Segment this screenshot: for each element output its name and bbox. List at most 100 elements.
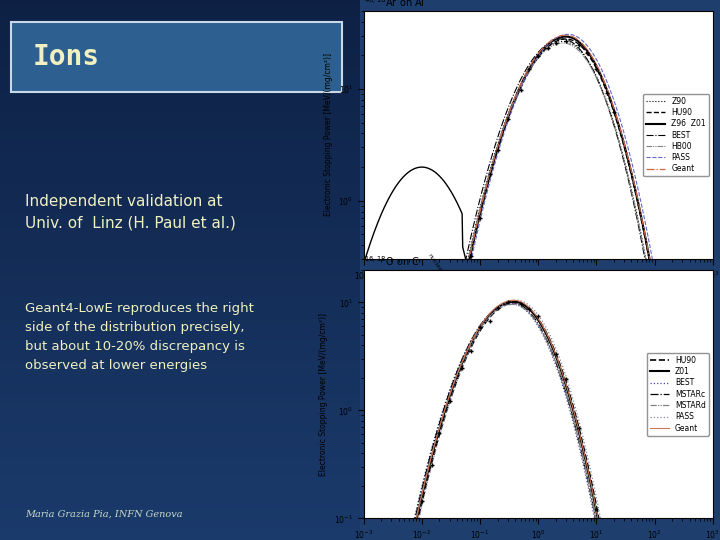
X-axis label: Energy per Nucleon [MeV]: Energy per Nucleon [MeV] (482, 288, 594, 296)
Bar (0, 189, 360, 194)
Bar (0, 49, 360, 54)
Bar (0, 265, 360, 270)
Bar (0, 130, 360, 135)
Bar (0, 302, 360, 308)
Bar (0, 421, 360, 427)
Bar (0, 194, 360, 200)
Bar (0, 475, 360, 481)
Text: Independent validation at
Univ. of  Linz (H. Paul et al.): Independent validation at Univ. of Linz … (25, 194, 236, 231)
Bar (0, 119, 360, 124)
Bar (0, 157, 360, 162)
Bar (0, 243, 360, 248)
Bar (0, 5, 360, 11)
Bar (0, 400, 360, 405)
Legend: HU90, Z01, BEST, MSTARc, MSTARd, PASS, Geant: HU90, Z01, BEST, MSTARc, MSTARd, PASS, G… (647, 353, 709, 436)
Bar (0, 416, 360, 421)
Bar (0, 367, 360, 373)
Bar (0, 313, 360, 319)
Bar (0, 27, 360, 32)
Bar (0, 486, 360, 491)
Bar (0, 481, 360, 486)
Text: Ions: Ions (32, 43, 99, 71)
Bar (0, 232, 360, 238)
Bar (0, 254, 360, 259)
Bar (0, 329, 360, 335)
Bar (0, 92, 360, 97)
Bar (0, 76, 360, 81)
Bar (0, 200, 360, 205)
Bar (0, 373, 360, 378)
Bar (0, 113, 360, 119)
Bar (0, 491, 360, 497)
Bar (0, 124, 360, 130)
Bar (0, 437, 360, 443)
Bar (0, 454, 360, 459)
Bar (0, 211, 360, 216)
Bar (0, 270, 360, 275)
Bar (0, 151, 360, 157)
Bar (0, 383, 360, 389)
Bar (0, 259, 360, 265)
Bar (0, 410, 360, 416)
Bar (0, 324, 360, 329)
Bar (0, 140, 360, 146)
Y-axis label: Electronic Stopping Power [MeV/(mg/cm²)]: Electronic Stopping Power [MeV/(mg/cm²)] (324, 53, 333, 217)
Bar (0, 464, 360, 470)
Bar (0, 427, 360, 432)
Bar (0, 432, 360, 437)
Bar (0, 173, 360, 178)
Text: $^{16,18}$O on C: $^{16,18}$O on C (364, 254, 419, 268)
Bar (0, 135, 360, 140)
Bar (0, 502, 360, 508)
Bar (0, 356, 360, 362)
Bar (0, 459, 360, 464)
Bar (0, 32, 360, 38)
Bar (0, 11, 360, 16)
Bar (0, 221, 360, 227)
Bar (0, 238, 360, 243)
Text: Maria Grazia Pia, INFN Genova: Maria Grazia Pia, INFN Genova (25, 509, 183, 518)
Bar (0, 443, 360, 448)
Bar (0, 297, 360, 302)
Bar (0, 513, 360, 518)
Legend: Z90, HU90, Z96  Z01, BEST, HB00, PASS, Geant: Z90, HU90, Z96 Z01, BEST, HB00, PASS, Ge… (643, 93, 709, 177)
Bar (0, 448, 360, 454)
Y-axis label: Electronic Stopping Power [MeV/(mg/cm²)]: Electronic Stopping Power [MeV/(mg/cm²)] (320, 313, 328, 476)
Bar (0, 146, 360, 151)
Text: $^{40,18}$Ar on Al: $^{40,18}$Ar on Al (364, 0, 424, 9)
Bar (0, 524, 360, 529)
Bar (0, 162, 360, 167)
Bar (0, 54, 360, 59)
Text: Geant4-LowE reproduces the right
side of the distribution precisely,
but about 1: Geant4-LowE reproduces the right side of… (25, 302, 254, 373)
Bar (0, 394, 360, 400)
Bar (0, 529, 360, 535)
Bar (0, 108, 360, 113)
Bar (0, 178, 360, 184)
Bar (0, 470, 360, 475)
FancyBboxPatch shape (11, 22, 342, 92)
Bar (0, 97, 360, 103)
Bar (0, 81, 360, 86)
Bar (0, 43, 360, 49)
Bar (0, 216, 360, 221)
Bar (0, 518, 360, 524)
Bar (0, 86, 360, 92)
Bar (0, 65, 360, 70)
Bar (0, 508, 360, 513)
Bar (0, 405, 360, 410)
Bar (0, 351, 360, 356)
Bar (0, 227, 360, 232)
Bar (0, 281, 360, 286)
Bar (0, 0, 360, 5)
Bar (0, 292, 360, 297)
Bar (0, 167, 360, 173)
Text: nuclear: nuclear (426, 253, 444, 275)
Bar (0, 16, 360, 22)
Bar (0, 103, 360, 108)
Bar (0, 286, 360, 292)
Bar (0, 70, 360, 76)
Bar (0, 335, 360, 340)
Bar (0, 362, 360, 367)
Bar (0, 275, 360, 281)
Bar (0, 535, 360, 540)
